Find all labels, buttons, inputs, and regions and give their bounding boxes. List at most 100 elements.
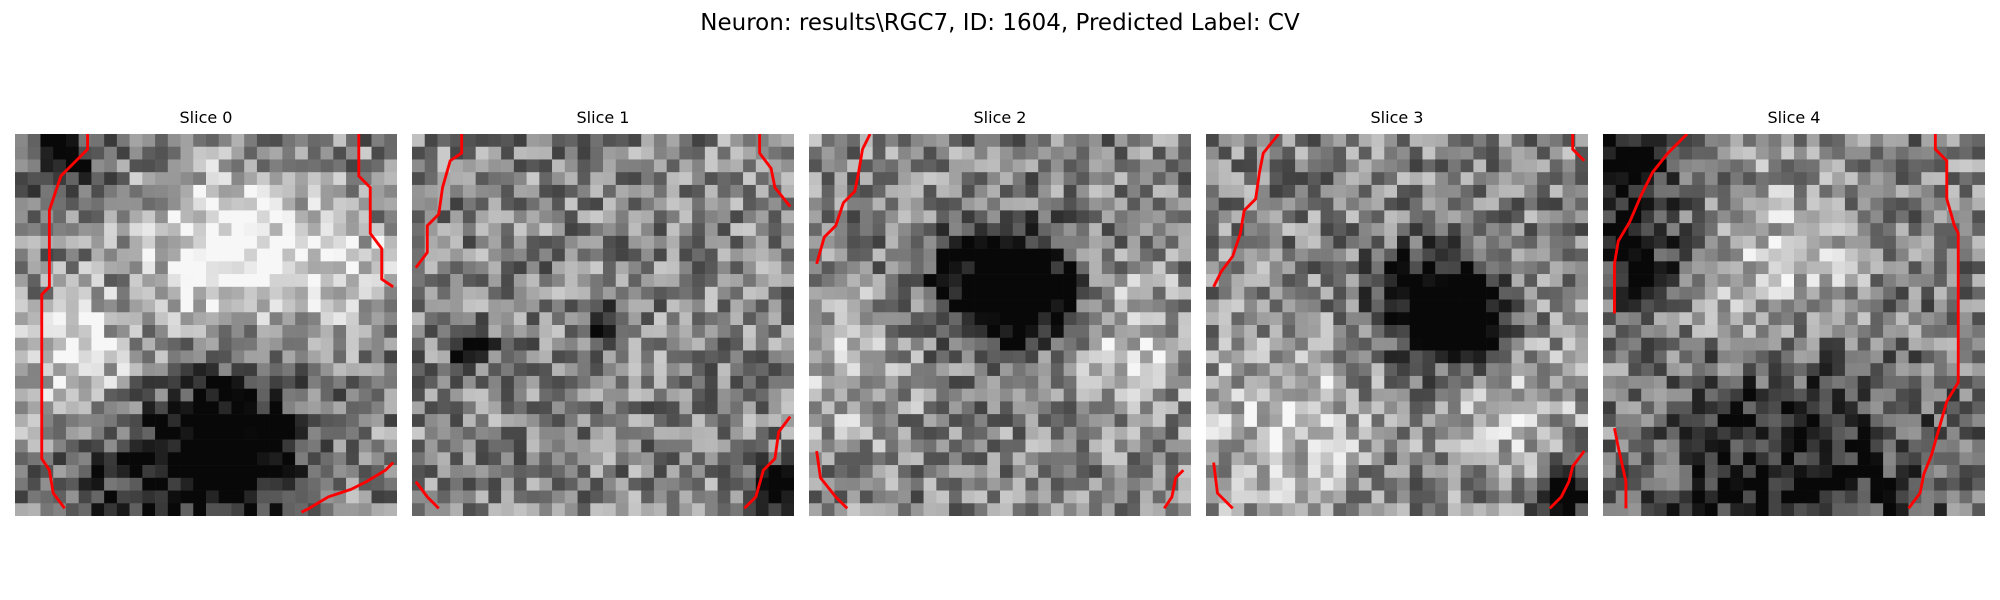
pixel bbox=[577, 235, 591, 249]
pixel bbox=[1946, 401, 1960, 415]
pixel bbox=[206, 452, 220, 466]
pixel bbox=[1575, 452, 1588, 466]
pixel bbox=[1768, 312, 1782, 326]
pixel bbox=[936, 299, 950, 313]
pixel bbox=[1895, 503, 1909, 516]
pixel bbox=[142, 439, 156, 453]
pixel bbox=[564, 134, 578, 148]
pixel bbox=[218, 388, 232, 402]
pixel bbox=[1959, 375, 1973, 389]
pixel bbox=[987, 210, 1001, 224]
pixel bbox=[1857, 172, 1871, 186]
pixel bbox=[450, 210, 464, 224]
pixel bbox=[1063, 426, 1077, 440]
pixel bbox=[1384, 197, 1398, 211]
pixel bbox=[1666, 426, 1680, 440]
pixel bbox=[1730, 452, 1744, 466]
pixel bbox=[1857, 299, 1871, 313]
pixel bbox=[936, 350, 950, 364]
pixel bbox=[552, 452, 566, 466]
pixel bbox=[193, 426, 207, 440]
pixel bbox=[1371, 274, 1385, 288]
pixel bbox=[1152, 159, 1166, 173]
pixel bbox=[615, 146, 629, 160]
pixel bbox=[1755, 261, 1769, 275]
pixel bbox=[781, 274, 794, 288]
pixel bbox=[1921, 490, 1935, 504]
pixel bbox=[129, 350, 143, 364]
pixel bbox=[717, 248, 731, 262]
pixel bbox=[1050, 350, 1064, 364]
pixel bbox=[1844, 210, 1858, 224]
pixel bbox=[847, 465, 861, 479]
pixel bbox=[1371, 325, 1385, 339]
pixel bbox=[1358, 375, 1372, 389]
pixel bbox=[129, 426, 143, 440]
pixel bbox=[961, 375, 975, 389]
pixel bbox=[1140, 172, 1154, 186]
pixel bbox=[539, 184, 553, 198]
pixel bbox=[1498, 401, 1512, 415]
pixel bbox=[412, 197, 426, 211]
pixel bbox=[1114, 299, 1128, 313]
pixel bbox=[1730, 477, 1744, 491]
pixel bbox=[1819, 375, 1833, 389]
pixel bbox=[1934, 184, 1948, 198]
pixel bbox=[755, 286, 769, 300]
pixel bbox=[628, 477, 642, 491]
pixel bbox=[269, 465, 283, 479]
pixel bbox=[923, 325, 937, 339]
pixel bbox=[256, 477, 270, 491]
pixel bbox=[1089, 261, 1103, 275]
pixel bbox=[65, 401, 79, 415]
pixel bbox=[1460, 134, 1474, 148]
pixel bbox=[346, 210, 360, 224]
pixel bbox=[1524, 363, 1538, 377]
pixel bbox=[256, 414, 270, 428]
pixel bbox=[1603, 452, 1617, 466]
pixel bbox=[1781, 248, 1795, 262]
pixel bbox=[1447, 299, 1461, 313]
pixel bbox=[180, 146, 194, 160]
pixel bbox=[450, 184, 464, 198]
pixel bbox=[1473, 465, 1487, 479]
slice-title-2: Slice 2 bbox=[973, 108, 1027, 127]
pixel bbox=[1934, 363, 1948, 377]
pixel bbox=[1038, 465, 1052, 479]
pixel bbox=[1295, 325, 1309, 339]
pixel bbox=[1269, 350, 1283, 364]
pixel bbox=[1537, 299, 1551, 313]
pixel bbox=[1422, 223, 1436, 237]
pixel bbox=[1562, 503, 1576, 516]
pixel bbox=[1486, 465, 1500, 479]
pixel bbox=[1025, 274, 1039, 288]
pixel bbox=[1653, 452, 1667, 466]
pixel bbox=[206, 134, 220, 148]
pixel bbox=[564, 388, 578, 402]
pixel bbox=[1320, 388, 1334, 402]
pixel bbox=[1743, 286, 1757, 300]
pixel bbox=[755, 312, 769, 326]
pixel bbox=[1460, 426, 1474, 440]
pixel bbox=[193, 299, 207, 313]
pixel bbox=[755, 184, 769, 198]
pixel bbox=[1307, 452, 1321, 466]
pixel bbox=[167, 325, 181, 339]
pixel bbox=[1178, 146, 1191, 160]
pixel bbox=[1397, 388, 1411, 402]
pixel bbox=[1152, 146, 1166, 160]
pixel bbox=[1371, 350, 1385, 364]
pixel bbox=[1562, 197, 1576, 211]
pixel bbox=[1844, 274, 1858, 288]
pixel bbox=[269, 401, 283, 415]
pixel bbox=[1295, 197, 1309, 211]
contour-line bbox=[815, 450, 849, 510]
pixel bbox=[1346, 312, 1360, 326]
pixel bbox=[1857, 465, 1871, 479]
pixel bbox=[577, 414, 591, 428]
pixel bbox=[1165, 223, 1179, 237]
pixel bbox=[358, 299, 372, 313]
pixel bbox=[371, 146, 385, 160]
pixel bbox=[1244, 248, 1258, 262]
pixel bbox=[513, 223, 527, 237]
